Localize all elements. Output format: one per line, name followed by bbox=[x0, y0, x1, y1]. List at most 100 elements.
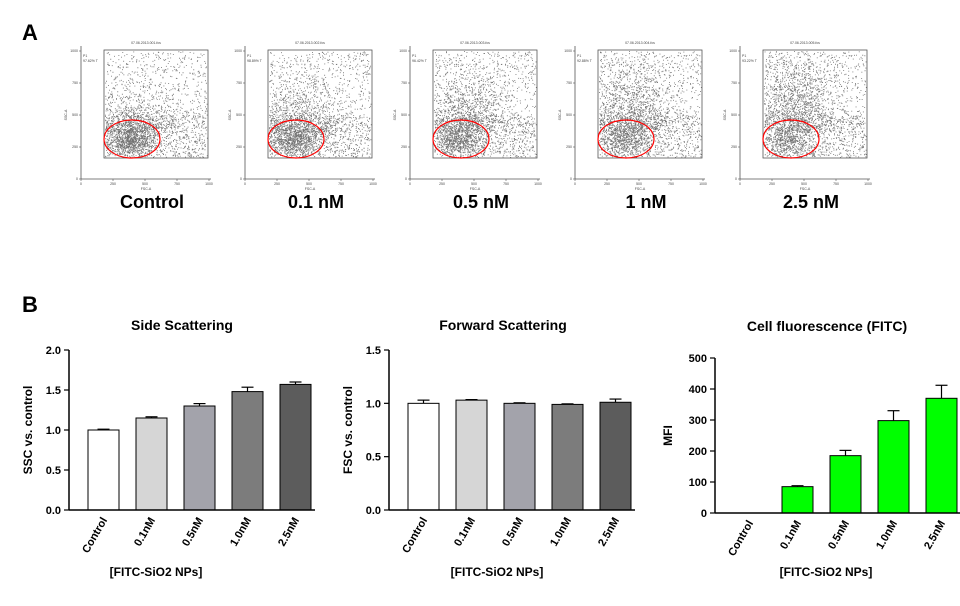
category-label: 0.5nM bbox=[180, 516, 206, 549]
scatter-y-tick-label: 750 bbox=[401, 81, 407, 85]
y-axis-label: FSC vs. control bbox=[341, 386, 355, 474]
bar bbox=[183, 405, 216, 511]
scatter-y-tick-label: 0 bbox=[735, 177, 737, 181]
scatter-y-axis-label: SSC-A bbox=[723, 109, 727, 120]
scatter-x-tick-label: 0 bbox=[409, 182, 411, 186]
y-tick-label: 0.0 bbox=[46, 505, 61, 517]
scatter-dots bbox=[105, 51, 208, 158]
scatter-x-tick-label: 750 bbox=[833, 182, 839, 186]
bar bbox=[135, 417, 168, 511]
scatter-y-tick-label: 250 bbox=[566, 145, 572, 149]
scatter-y-tick-label: 500 bbox=[566, 113, 572, 117]
y-tick-label: 100 bbox=[689, 477, 707, 489]
gate-ellipse bbox=[597, 119, 655, 159]
category-label: 2.5nM bbox=[596, 516, 622, 549]
category-label: Control bbox=[726, 519, 756, 559]
x-axis-label: [FITC-SiO2 NPs] bbox=[451, 565, 544, 579]
scatter-x-tick-label: 1000 bbox=[369, 182, 377, 186]
bar bbox=[877, 420, 910, 514]
scatter-y-tick-label: 750 bbox=[72, 81, 78, 85]
scatter-y-tick-label: 500 bbox=[401, 113, 407, 117]
condition-label: Control bbox=[120, 192, 184, 212]
scatter-x-tick-label: 250 bbox=[769, 182, 775, 186]
scatter-header: 07.06.2013.004.fcs bbox=[625, 41, 655, 45]
bar bbox=[87, 429, 120, 511]
bar bbox=[503, 402, 536, 511]
panel-b-letter: B bbox=[22, 292, 38, 317]
scatter-y-tick-label: 0 bbox=[76, 177, 78, 181]
scatter-x-tick-label: 500 bbox=[306, 182, 312, 186]
category-label: 0.5nM bbox=[500, 516, 526, 549]
scatter-x-tick-label: 250 bbox=[439, 182, 445, 186]
bar bbox=[455, 399, 488, 511]
scatter-x-tick-label: 750 bbox=[174, 182, 180, 186]
scatter-x-tick-label: 1000 bbox=[864, 182, 872, 186]
condition-label: 1 nM bbox=[625, 192, 666, 212]
gate-rectangle bbox=[597, 49, 703, 159]
scatter-y-tick-label: 1000 bbox=[234, 49, 242, 53]
chart-title: Forward Scattering bbox=[439, 317, 567, 333]
gate-label: P1 bbox=[412, 54, 416, 58]
condition-label: 2.5 nM bbox=[783, 192, 839, 212]
bar bbox=[279, 383, 312, 511]
scatter-y-tick-label: 500 bbox=[72, 113, 78, 117]
scatter-y-tick-label: 750 bbox=[566, 81, 572, 85]
scatter-y-tick-label: 250 bbox=[72, 145, 78, 149]
scatter-x-tick-label: 750 bbox=[338, 182, 344, 186]
gate-label: P1 bbox=[247, 54, 251, 58]
panel-a-letter: A bbox=[22, 20, 38, 45]
y-tick-label: 300 bbox=[689, 415, 707, 427]
y-axis-label: SSC vs. control bbox=[21, 386, 35, 475]
y-tick-label: 1.0 bbox=[46, 425, 61, 437]
scatter-y-axis-label: SSC-A bbox=[558, 109, 562, 120]
scatter-x-axis-label: FSC-A bbox=[470, 187, 481, 191]
scatter-y-tick-label: 250 bbox=[236, 145, 242, 149]
bar-chart: Forward Scattering Control 0.1nM 0.5nM 1.0nM… bbox=[341, 317, 635, 579]
y-tick-label: 500 bbox=[689, 353, 707, 365]
scatter-x-tick-label: 1000 bbox=[699, 182, 707, 186]
category-label: 2.5nM bbox=[276, 516, 302, 549]
scatter-x-tick-label: 500 bbox=[142, 182, 148, 186]
scatter-x-tick-label: 0 bbox=[574, 182, 576, 186]
scatter-y-tick-label: 750 bbox=[731, 81, 737, 85]
scatter-y-tick-label: 1000 bbox=[729, 49, 737, 53]
bar bbox=[407, 402, 440, 511]
gate-rectangle bbox=[762, 49, 868, 159]
scatter-y-tick-label: 500 bbox=[731, 113, 737, 117]
y-tick-label: 1.5 bbox=[366, 345, 381, 357]
scatter-dots bbox=[434, 51, 537, 158]
category-label: Control bbox=[80, 516, 110, 556]
scatter-y-tick-label: 250 bbox=[731, 145, 737, 149]
gate-ellipse bbox=[762, 119, 820, 159]
x-axis-label: [FITC-SiO2 NPs] bbox=[110, 565, 203, 579]
scatter-y-tick-label: 1000 bbox=[70, 49, 78, 53]
condition-label: 0.1 nM bbox=[288, 192, 344, 212]
chart-title: Cell fluorescence (FITC) bbox=[747, 318, 907, 334]
y-tick-label: 2.0 bbox=[46, 345, 61, 357]
y-tick-label: 0 bbox=[701, 508, 707, 520]
gate-ellipse bbox=[267, 119, 325, 159]
category-label: 1.0nM bbox=[548, 516, 574, 549]
scatter-y-axis-label: SSC-A bbox=[64, 109, 68, 120]
category-label: 0.5nM bbox=[826, 519, 852, 552]
panel-b-bar-charts: Side Scattering Control 0.1nM 0.5nM 1.0nM 2.5… bbox=[21, 317, 960, 579]
scatter-y-tick-label: 0 bbox=[405, 177, 407, 181]
scatter-x-tick-label: 500 bbox=[801, 182, 807, 186]
scatter-x-axis-label: FSC-A bbox=[305, 187, 316, 191]
condition-label: 0.5 nM bbox=[453, 192, 509, 212]
category-label: 0.1nM bbox=[132, 516, 158, 549]
y-tick-label: 0.5 bbox=[366, 452, 381, 464]
gate-rectangle bbox=[103, 49, 209, 159]
scatter-header: 07.06.2013.005.fcs bbox=[790, 41, 820, 45]
gate-stat: 97.62% T bbox=[83, 59, 99, 63]
scatter-y-tick-label: 0 bbox=[240, 177, 242, 181]
scatter-x-tick-label: 1000 bbox=[534, 182, 542, 186]
scatter-x-tick-label: 750 bbox=[668, 182, 674, 186]
scatter-y-tick-label: 1000 bbox=[399, 49, 407, 53]
scatter-header: 07.06.2013.001.fcs bbox=[131, 41, 161, 45]
scatter-x-tick-label: 250 bbox=[274, 182, 280, 186]
